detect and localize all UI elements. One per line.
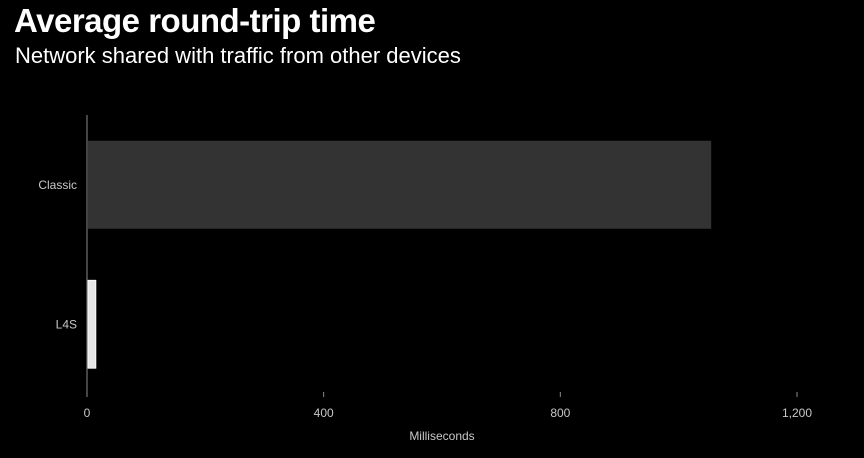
chart-subtitle: Network shared with traffic from other d… xyxy=(15,43,461,68)
category-label-l4s: L4S xyxy=(56,317,77,331)
bar-classic xyxy=(88,140,712,229)
x-axis-title: Milliseconds xyxy=(409,429,474,443)
x-tick-label: 1,200 xyxy=(782,406,812,420)
x-tick-label: 0 xyxy=(84,406,91,420)
category-label-classic: Classic xyxy=(38,178,77,192)
x-tick-label: 400 xyxy=(314,406,334,420)
bar-l4s xyxy=(87,279,97,369)
x-tick-label: 800 xyxy=(550,406,570,420)
chart-title: Average round-trip time xyxy=(14,2,376,39)
